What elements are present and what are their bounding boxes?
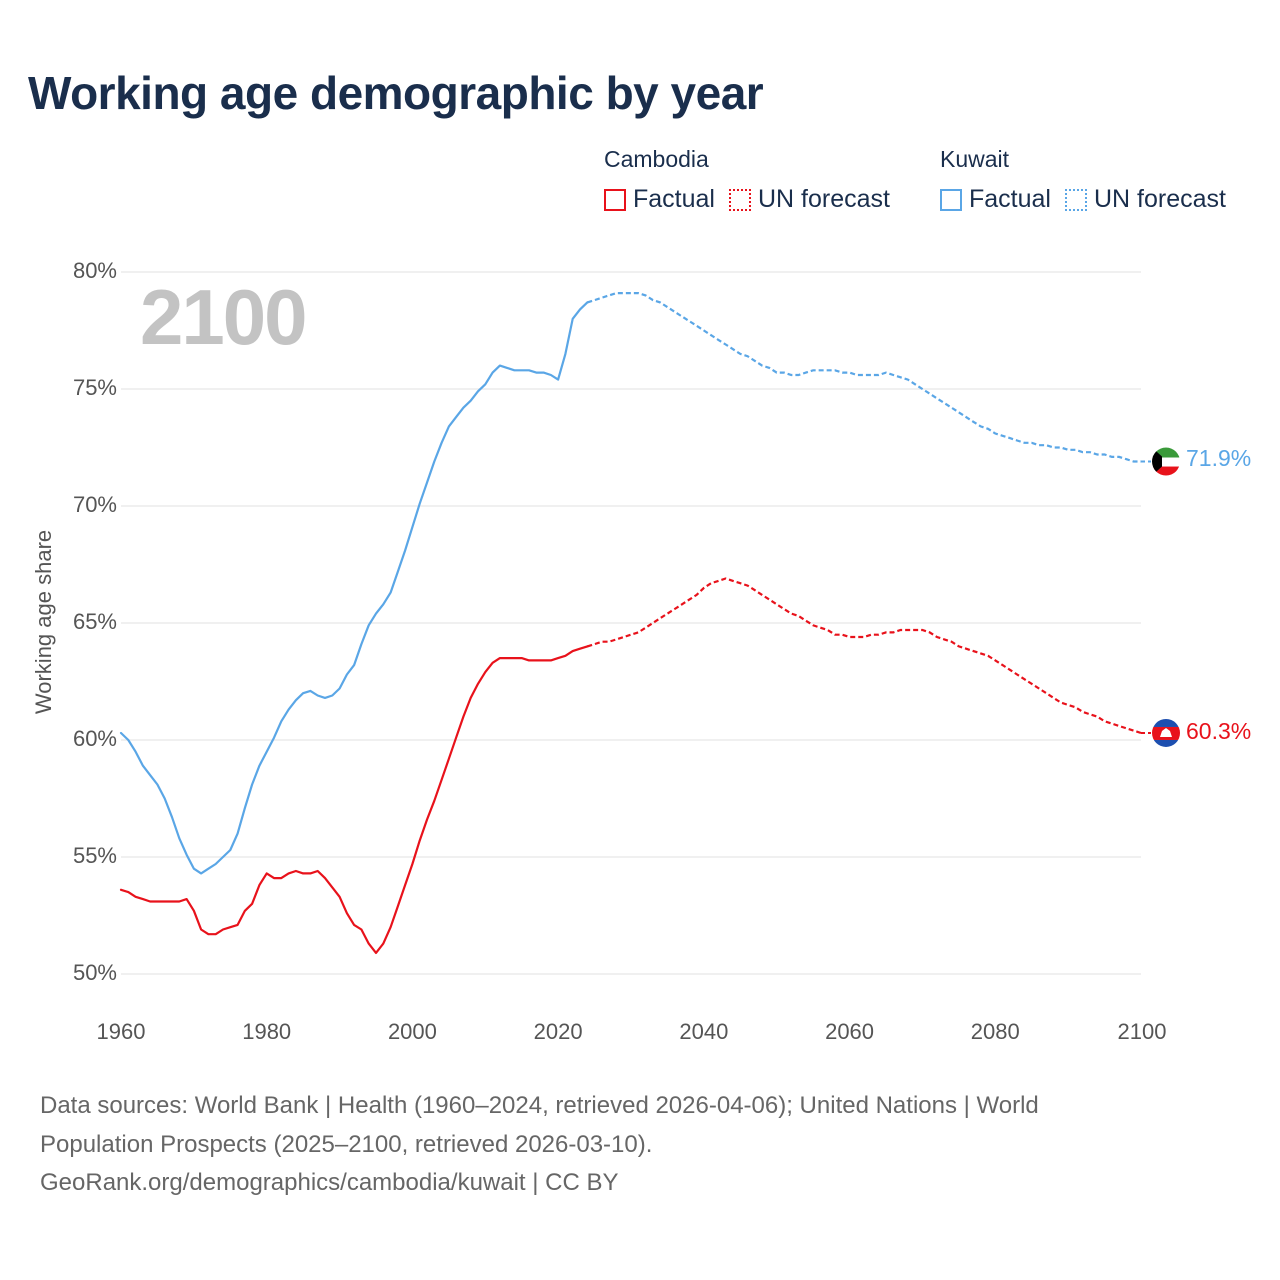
legend-kuwait-factual[interactable]: Factual — [940, 185, 1051, 214]
source-line: Population Prospects (2025–2100, retriev… — [40, 1130, 653, 1158]
chart-title: Working age demographic by year — [28, 67, 764, 119]
legend-solid-swatch-icon — [604, 188, 626, 211]
kuwait-end-value: 71.9% — [1186, 445, 1252, 471]
x-tick-label: 2080 — [970, 1019, 1020, 1044]
x-tick-label: 2020 — [533, 1019, 583, 1044]
cambodia-forecast-line — [586, 577, 1142, 735]
y-tick-label: 50% — [72, 960, 117, 985]
legend-cambodia-forecast-label: UN forecast — [757, 185, 890, 213]
x-tick-label: 1960 — [96, 1019, 146, 1044]
y-tick-label: 70% — [72, 492, 117, 517]
current-year-watermark: 2100 — [140, 273, 308, 361]
legend-cambodia-factual[interactable]: Factual — [604, 185, 715, 214]
x-tick-label: 2100 — [1117, 1019, 1167, 1044]
legend-cambodia-factual-label: Factual — [633, 185, 715, 213]
cambodia-factual-line — [119, 645, 589, 955]
y-tick-label: 80% — [72, 258, 117, 283]
cambodia-end-value: 60.3% — [1186, 718, 1252, 744]
x-tick-label: 1980 — [242, 1019, 292, 1044]
legend-kuwait-heading: Kuwait — [940, 146, 1010, 172]
legend-kuwait-forecast[interactable]: UN forecast — [1064, 185, 1226, 214]
legend-cambodia-forecast[interactable]: UN forecast — [728, 185, 890, 214]
legend-kuwait-forecast-label: UN forecast — [1093, 185, 1226, 213]
cambodia-flag-icon — [1152, 718, 1180, 747]
kuwait-flag-icon — [1152, 447, 1180, 476]
data-source-note: Data sources: World Bank | Health (1960–… — [40, 1087, 1220, 1203]
x-tick-label: 2040 — [679, 1019, 729, 1044]
y-tick-label: 75% — [72, 375, 117, 400]
source-line: Data sources: World Bank | Health (1960–… — [40, 1092, 1039, 1119]
legend-solid-swatch-icon — [940, 188, 962, 211]
source-url-line[interactable]: GeoRank.org/demographics/cambodia/kuwait… — [40, 1169, 619, 1196]
y-tick-label: 65% — [72, 609, 117, 634]
y-tick-label: 55% — [72, 843, 117, 868]
legend-kuwait: Kuwait Factual UN forecast — [940, 146, 1240, 214]
legend-kuwait-factual-label: Factual — [969, 185, 1051, 213]
x-tick-label: 2060 — [825, 1019, 875, 1044]
kuwait-forecast-line — [586, 292, 1141, 463]
legend-cambodia-heading: Cambodia — [604, 146, 709, 172]
legend-dotted-swatch-icon — [1064, 188, 1087, 211]
y-tick-label: 60% — [72, 726, 117, 751]
x-tick-label: 2000 — [387, 1019, 437, 1044]
legend-cambodia: Cambodia Factual UN forecast — [604, 146, 904, 214]
legend-dotted-swatch-icon — [728, 188, 751, 211]
kuwait-factual-line — [119, 301, 589, 875]
